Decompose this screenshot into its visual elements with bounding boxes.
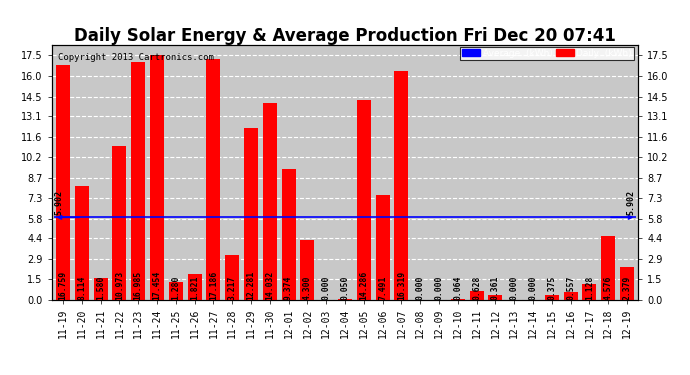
Bar bbox=[263, 104, 277, 300]
Bar bbox=[206, 59, 221, 300]
Text: 10.973: 10.973 bbox=[115, 270, 124, 300]
Bar bbox=[338, 299, 352, 300]
Text: 17.186: 17.186 bbox=[209, 270, 218, 300]
Text: 0.375: 0.375 bbox=[547, 275, 556, 300]
Bar bbox=[451, 299, 465, 300]
Bar bbox=[395, 71, 408, 300]
Text: 12.281: 12.281 bbox=[246, 270, 255, 300]
Bar bbox=[357, 100, 371, 300]
Text: 16.985: 16.985 bbox=[134, 270, 143, 300]
Bar bbox=[112, 146, 126, 300]
Bar bbox=[601, 236, 615, 300]
Bar bbox=[169, 282, 183, 300]
Text: 0.000: 0.000 bbox=[510, 275, 519, 300]
Text: 5.902: 5.902 bbox=[55, 190, 63, 215]
Bar bbox=[94, 278, 108, 300]
Title: Daily Solar Energy & Average Production Fri Dec 20 07:41: Daily Solar Energy & Average Production … bbox=[74, 27, 616, 45]
Bar bbox=[300, 240, 315, 300]
Text: 5.902: 5.902 bbox=[627, 190, 635, 215]
Text: 1.580: 1.580 bbox=[96, 275, 105, 300]
Text: 14.032: 14.032 bbox=[266, 270, 275, 300]
Bar bbox=[582, 284, 596, 300]
Bar bbox=[188, 274, 201, 300]
Text: 3.217: 3.217 bbox=[228, 275, 237, 300]
Bar bbox=[620, 267, 634, 300]
Text: 4.300: 4.300 bbox=[303, 275, 312, 300]
Text: 1.821: 1.821 bbox=[190, 275, 199, 300]
Bar bbox=[469, 291, 484, 300]
Bar bbox=[544, 295, 559, 300]
Text: 16.319: 16.319 bbox=[397, 270, 406, 300]
Text: 1.128: 1.128 bbox=[585, 275, 594, 300]
Text: 0.628: 0.628 bbox=[472, 275, 481, 300]
Text: 0.000: 0.000 bbox=[322, 275, 331, 300]
Text: 0.361: 0.361 bbox=[491, 275, 500, 300]
Bar bbox=[375, 195, 390, 300]
Bar bbox=[131, 62, 146, 300]
Bar bbox=[150, 56, 164, 300]
Text: 0.000: 0.000 bbox=[415, 275, 424, 300]
Bar bbox=[56, 65, 70, 300]
Text: 8.114: 8.114 bbox=[77, 275, 86, 300]
Text: 4.576: 4.576 bbox=[604, 275, 613, 300]
Bar bbox=[75, 186, 89, 300]
Text: 17.454: 17.454 bbox=[152, 270, 161, 300]
Bar bbox=[489, 295, 502, 300]
Text: 0.050: 0.050 bbox=[340, 275, 350, 300]
Legend: Average  (kWh), Daily  (kWh): Average (kWh), Daily (kWh) bbox=[460, 47, 633, 60]
Text: 0.000: 0.000 bbox=[529, 275, 538, 300]
Bar bbox=[225, 255, 239, 300]
Bar bbox=[244, 128, 258, 300]
Text: 16.759: 16.759 bbox=[59, 270, 68, 300]
Text: 7.491: 7.491 bbox=[378, 275, 387, 300]
Text: Copyright 2013 Cartronics.com: Copyright 2013 Cartronics.com bbox=[58, 53, 213, 62]
Text: 1.280: 1.280 bbox=[171, 275, 180, 300]
Text: 2.379: 2.379 bbox=[622, 275, 631, 300]
Text: 9.374: 9.374 bbox=[284, 275, 293, 300]
Text: 0.064: 0.064 bbox=[453, 275, 462, 300]
Bar bbox=[282, 169, 295, 300]
Text: 0.000: 0.000 bbox=[435, 275, 444, 300]
Bar bbox=[564, 292, 578, 300]
Text: 14.286: 14.286 bbox=[359, 270, 368, 300]
Text: 0.557: 0.557 bbox=[566, 275, 575, 300]
